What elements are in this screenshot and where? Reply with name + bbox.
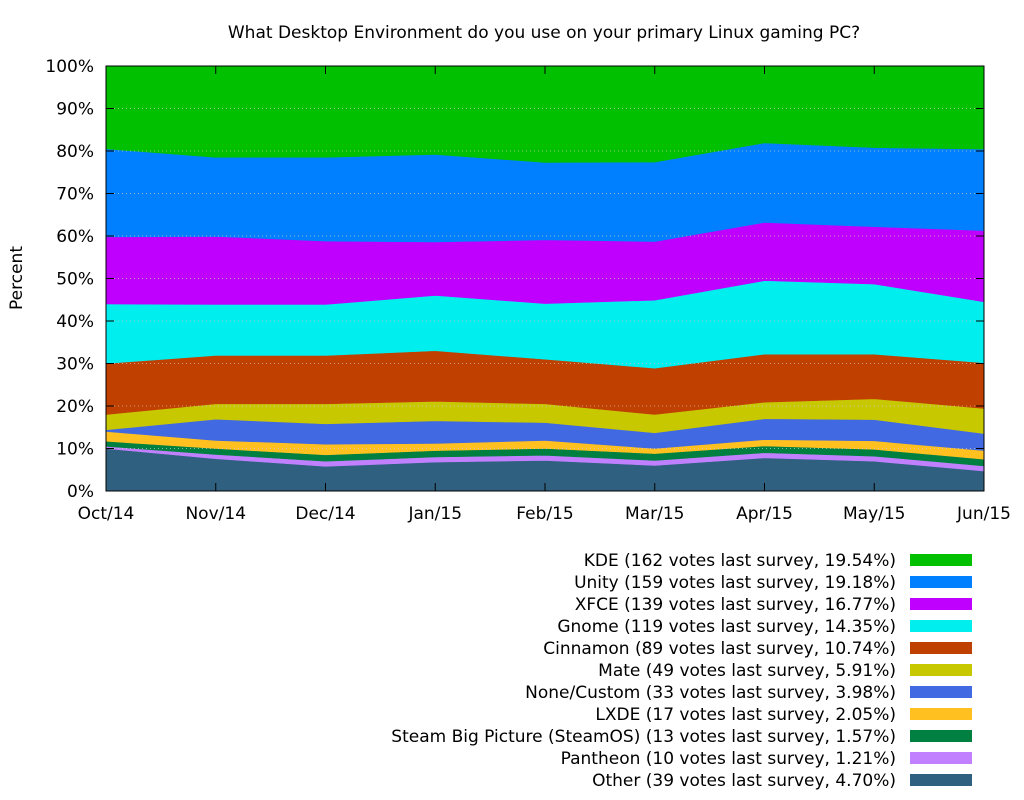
legend-swatch	[910, 752, 972, 764]
y-tick-label: 20%	[56, 397, 94, 417]
legend-label: Other (39 votes last survey, 4.70%)	[592, 771, 896, 791]
y-tick-label: 30%	[56, 355, 94, 375]
legend-swatch	[910, 774, 972, 786]
legend-swatch	[910, 686, 972, 698]
y-tick-label: 60%	[56, 227, 94, 247]
legend-label: None/Custom (33 votes last survey, 3.98%…	[525, 683, 896, 703]
legend-swatch	[910, 554, 972, 566]
legend-label: LXDE (17 votes last survey, 2.05%)	[595, 705, 896, 725]
legend-label: Unity (159 votes last survey, 19.18%)	[574, 573, 896, 593]
y-tick-label: 70%	[56, 185, 94, 205]
legend-swatch	[910, 598, 972, 610]
legend-label: Pantheon (10 votes last survey, 1.21%)	[561, 749, 896, 769]
y-tick-label: 0%	[67, 482, 94, 502]
legend-label: Gnome (119 votes last survey, 14.35%)	[557, 617, 896, 637]
y-tick-label: 80%	[56, 142, 94, 162]
legend-label: Cinnamon (89 votes last survey, 10.74%)	[543, 639, 896, 659]
legend: KDE (162 votes last survey, 19.54%)Unity…	[391, 551, 972, 791]
x-tick-label: Mar/15	[625, 504, 684, 524]
y-axis-label: Percent	[7, 246, 27, 310]
legend-swatch	[910, 642, 972, 654]
y-tick-label: 50%	[56, 270, 94, 290]
legend-label: XFCE (139 votes last survey, 16.77%)	[575, 595, 896, 615]
legend-label: Steam Big Picture (SteamOS) (13 votes la…	[391, 727, 896, 747]
x-tick-label: Jun/15	[956, 504, 1011, 524]
y-tick-label: 40%	[56, 312, 94, 332]
legend-swatch	[910, 664, 972, 676]
y-tick-label: 90%	[56, 100, 94, 120]
legend-label: Mate (49 votes last survey, 5.91%)	[598, 661, 896, 681]
x-tick-label: Dec/14	[295, 504, 355, 524]
x-tick-label: Oct/14	[78, 504, 135, 524]
y-tick-label: 100%	[45, 57, 94, 77]
legend-swatch	[910, 576, 972, 588]
y-tick-label: 10%	[56, 440, 94, 460]
x-tick-label: Feb/15	[516, 504, 573, 524]
chart-title: What Desktop Environment do you use on y…	[228, 23, 860, 43]
x-tick-label: Jan/15	[407, 504, 462, 524]
legend-swatch	[910, 708, 972, 720]
x-tick-label: Nov/14	[185, 504, 246, 524]
x-tick-label: May/15	[843, 504, 906, 524]
legend-swatch	[910, 620, 972, 632]
area-layers	[106, 66, 984, 491]
legend-label: KDE (162 votes last survey, 19.54%)	[584, 551, 896, 571]
x-tick-label: Apr/15	[736, 504, 793, 524]
legend-swatch	[910, 730, 972, 742]
